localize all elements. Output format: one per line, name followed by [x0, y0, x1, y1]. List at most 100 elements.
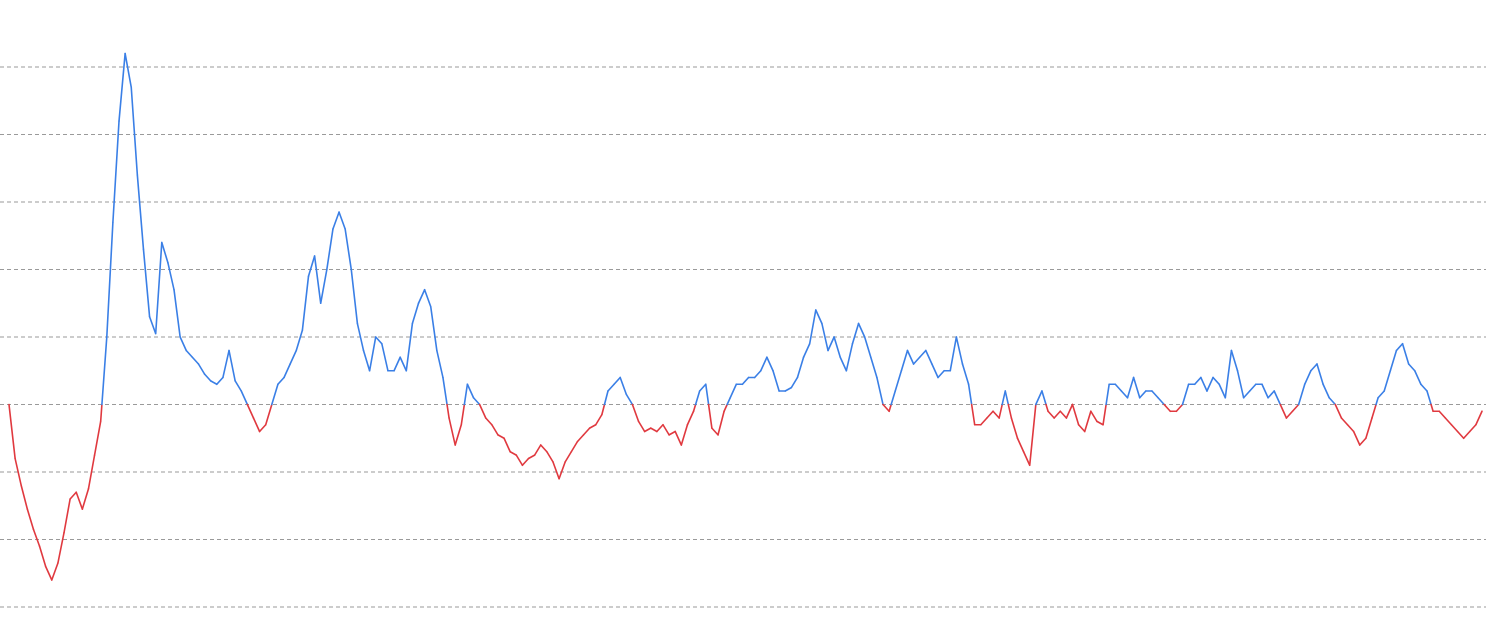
line-segment-above [766, 356, 774, 372]
line-segment-below [1285, 410, 1294, 419]
line-segment-below [497, 434, 505, 440]
line-segment-above [472, 396, 481, 406]
line-segment-above [411, 302, 420, 325]
line-segment-above [772, 369, 780, 392]
line-segment-above [802, 342, 811, 359]
line-segment-above [234, 380, 243, 392]
line-segment-below [992, 410, 1000, 419]
line-segment-above [814, 309, 823, 325]
line-segment-above [356, 322, 365, 352]
line-segment-below [1163, 403, 1172, 413]
line-segment-below [1340, 417, 1349, 426]
line-segment-above [1310, 363, 1318, 372]
line-segment-above [1267, 390, 1275, 399]
line-segment-above [808, 309, 817, 345]
line-segment-above [900, 349, 909, 372]
line-segment-below [888, 403, 892, 413]
line-segment-below [1053, 410, 1062, 419]
line-segment-above [179, 336, 188, 352]
line-segment-above [1230, 349, 1239, 372]
line-segment-below [564, 450, 573, 463]
line-segment-above [1151, 390, 1159, 399]
line-segment-above [839, 356, 848, 372]
line-segment-below [1430, 403, 1434, 413]
line-segment-below [1083, 410, 1092, 433]
line-segment-above [161, 241, 169, 264]
line-segment-above [105, 221, 114, 338]
grid-lines [0, 66, 1486, 608]
line-segment-above [1236, 369, 1245, 399]
line-segment-above [1297, 383, 1306, 406]
line-segment-above [912, 356, 921, 365]
line-segment-above [295, 329, 304, 352]
line-segment-below [1291, 403, 1300, 413]
line-segment-above [741, 376, 750, 386]
line-segment-below [1279, 403, 1288, 419]
line-segment-below [484, 417, 493, 426]
line-segment-below [264, 403, 273, 426]
line-segment-below [8, 403, 16, 460]
line-segment-below [69, 491, 78, 500]
line-segment-above [931, 363, 939, 379]
line-segment-below [38, 545, 47, 568]
line-segment-below [882, 403, 890, 413]
line-segment-below [539, 444, 548, 453]
line-segment-above [1377, 390, 1386, 399]
line-segment-above [1157, 396, 1165, 406]
line-segment-above [869, 356, 878, 379]
line-segment-below [1365, 417, 1373, 440]
line-segment-below [570, 440, 579, 453]
line-segment-above [228, 349, 236, 382]
line-segment-above [851, 322, 860, 345]
line-segment-below [582, 427, 591, 436]
line-segment-below [1438, 410, 1447, 419]
line-segment-below [662, 423, 670, 436]
line-segment-above [1401, 342, 1410, 365]
line-segment-below [14, 457, 23, 487]
line-segment-above [607, 383, 615, 392]
line-segment-above [319, 268, 328, 305]
line-segment-below [63, 498, 71, 534]
line-segment-below [986, 410, 994, 419]
line-segment-above [1181, 383, 1190, 406]
line-segment-above [1273, 390, 1282, 406]
line-segment-below [1007, 403, 1013, 419]
line-segment-above [759, 356, 768, 372]
line-segment-below [1475, 410, 1483, 426]
line-segment-above [1105, 383, 1110, 406]
line-segment-below [1090, 410, 1098, 423]
line-segment-above [203, 373, 212, 382]
line-segment-above [845, 342, 854, 372]
line-segment-below [711, 427, 719, 436]
line-segment-below [57, 531, 65, 564]
line-segment-below [1016, 437, 1025, 453]
line-segment-above [283, 363, 291, 379]
line-segment-above [955, 336, 964, 365]
line-segment-above [118, 52, 126, 122]
line-segment-above [784, 386, 793, 392]
line-segment-below [20, 484, 29, 510]
line-segment-above [894, 369, 903, 392]
line-segment-above [393, 356, 401, 372]
line-segment-above [704, 383, 710, 406]
line-segment-above [1389, 349, 1398, 372]
line-segment-above [1120, 390, 1129, 399]
line-segment-above [1001, 390, 1007, 406]
line-segment-above [148, 315, 157, 335]
line-segment-below [576, 434, 585, 443]
line-segment-above [1328, 396, 1337, 406]
line-segment-above [326, 228, 334, 271]
line-segment-above [209, 380, 218, 386]
line-segment-below [1462, 430, 1471, 440]
line-segment-below [631, 403, 640, 423]
line-segment-above [1200, 376, 1208, 392]
line-segment-above [729, 383, 738, 399]
line-segment-below [1010, 417, 1019, 440]
line-segment-above [906, 349, 915, 365]
line-segment-above [222, 349, 230, 379]
line-segment-below [1096, 420, 1104, 426]
line-segment-below [527, 454, 536, 460]
line-segment-below [998, 403, 1004, 419]
line-segment-below [723, 403, 728, 413]
